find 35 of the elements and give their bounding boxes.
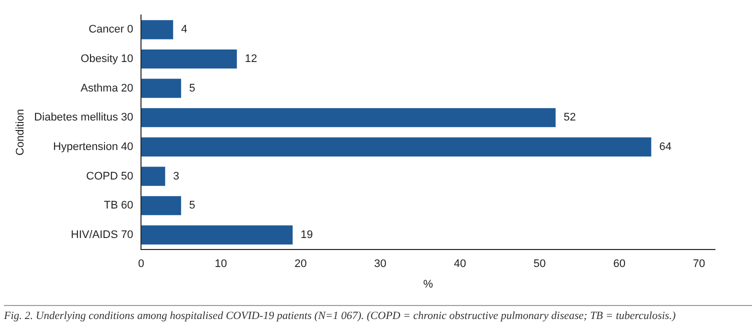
- x-tick-label: 60: [613, 258, 626, 270]
- x-tick-label: 0: [138, 258, 144, 270]
- x-tick-label: 50: [534, 258, 546, 270]
- y-axis-title: Condition: [14, 109, 27, 156]
- x-tick-label: 30: [374, 258, 386, 270]
- data-label: 5: [189, 200, 196, 212]
- y-tick-label: Hypertension 40: [53, 140, 134, 153]
- bar: [141, 196, 182, 216]
- data-label: 3: [173, 170, 180, 182]
- bar: [141, 225, 293, 244]
- x-tick-label: 70: [692, 258, 706, 270]
- data-label: 64: [659, 140, 672, 153]
- data-label: 5: [189, 82, 196, 94]
- caption: Fig. 2. Underlying conditions among hospitalised COVID-19 patients (N=1 067). (COPD = chronic obstructive pulmonary disease; TB = tuberculosis.): [4, 305, 752, 322]
- bar: [141, 49, 237, 69]
- bar: [141, 137, 652, 156]
- y-tick-label: TB 60: [104, 200, 134, 212]
- bar: [141, 78, 182, 98]
- bar: [141, 108, 556, 128]
- bar: [141, 166, 166, 186]
- x-tick-label: 20: [294, 258, 307, 270]
- x-tick-label: 40: [454, 258, 466, 270]
- data-label: 52: [564, 112, 576, 124]
- data-label: 12: [244, 53, 258, 66]
- data-label: 4: [181, 24, 188, 36]
- data-label: 19: [300, 228, 313, 241]
- y-tick-label: Obesity 10: [80, 53, 134, 66]
- y-tick-label: Diabetes mellitus 30: [34, 112, 134, 124]
- x-axis-title: %: [423, 278, 434, 290]
- y-tick-label: COPD 50: [86, 170, 134, 182]
- y-tick-label: Cancer 0: [88, 24, 134, 36]
- x-tick-label: 10: [214, 258, 228, 270]
- y-tick-label: HIV/AIDS 70: [70, 228, 134, 241]
- bar: [141, 20, 174, 40]
- y-tick-label: Asthma 20: [80, 82, 134, 94]
